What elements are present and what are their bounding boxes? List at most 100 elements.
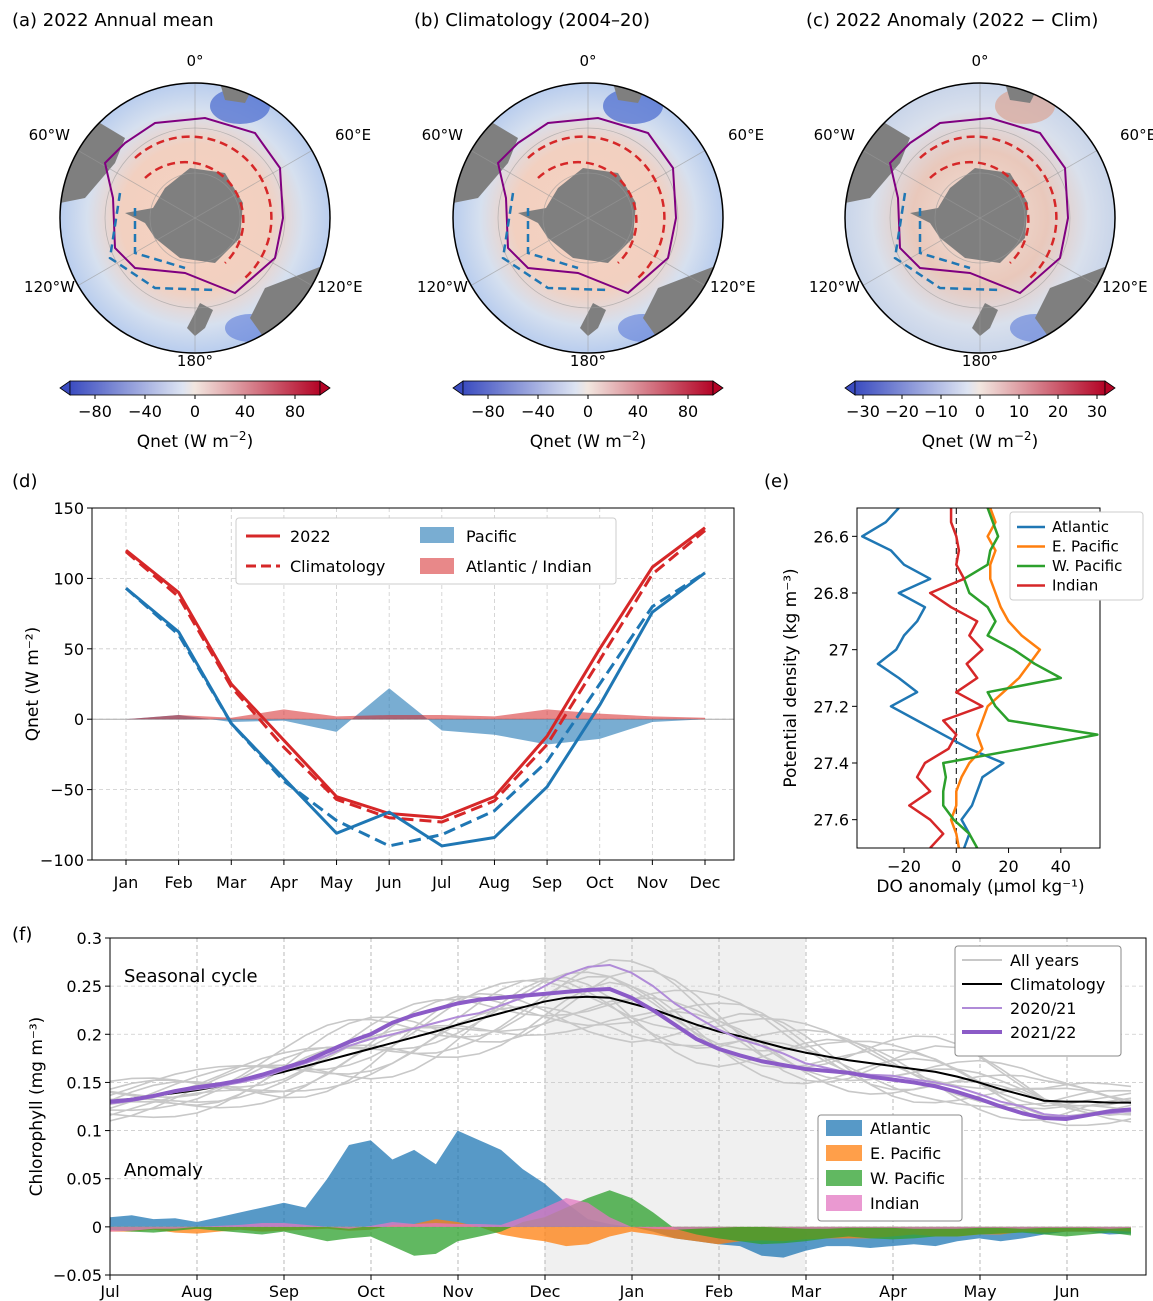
- lon-label: 180°: [570, 352, 606, 370]
- y-tick-label: 0.3: [77, 929, 102, 948]
- colorbar-tick-label: 80: [285, 402, 305, 421]
- x-tick-label: Nov: [442, 1282, 473, 1301]
- map-body: [60, 83, 330, 353]
- lon-label: 0°: [579, 52, 596, 70]
- colorbar-extend-low: [59, 380, 71, 396]
- y-tick-label: 0: [74, 710, 84, 729]
- lon-label: 60°E: [1120, 126, 1153, 144]
- colorbar-tick-label: 0: [190, 402, 200, 421]
- front-contour: [103, 116, 285, 295]
- colorbar-tick-label: −40: [128, 402, 162, 421]
- panel-d-label: (d): [12, 471, 37, 492]
- lon-label: 120°W: [417, 278, 468, 296]
- legend-box: [954, 945, 1122, 1057]
- map-c: 0° 60°E 120°E 180° 120°W 60°W: [809, 52, 1153, 370]
- x-tick-label: Oct: [357, 1282, 385, 1301]
- all-years-line: [110, 1010, 1132, 1123]
- lon-label: 120°E: [317, 278, 363, 296]
- colorbar-tick-label: −10: [924, 402, 958, 421]
- series-line-0: [125, 526, 706, 820]
- colorbar-tick-label: −30: [846, 402, 880, 421]
- colorbar-extend-high: [712, 380, 724, 396]
- y-tick-label: 50: [64, 640, 84, 659]
- series-climatology: [110, 995, 1131, 1104]
- legend-swatch: [826, 1170, 862, 1186]
- colorbar-label: Qnet (W m−2): [530, 429, 646, 452]
- legend-box: [1009, 511, 1144, 601]
- legend-label: Pacific: [466, 527, 517, 546]
- graticule-meridian: [587, 150, 706, 219]
- panel-f-label: (f): [12, 924, 32, 945]
- legend-swatch: [420, 527, 454, 543]
- y-tick-label: 27.6: [813, 811, 849, 830]
- region-pacific: [108, 192, 216, 292]
- y-tick-label: 27: [829, 641, 849, 660]
- panel-b-title: (b) Climatology (2004–20): [414, 10, 650, 31]
- x-axis-label: DO anomaly (μmol kg⁻¹): [876, 877, 1084, 897]
- legend-label: 2022: [290, 527, 331, 546]
- plot-content: [860, 508, 1099, 848]
- colorbar-tick-label: 10: [1009, 402, 1029, 421]
- legend-swatch: [826, 1145, 862, 1161]
- legend-label: All years: [1010, 951, 1079, 970]
- x-tick-label: 0: [951, 857, 961, 876]
- plot-content: [92, 526, 734, 848]
- land-south-america: [845, 123, 910, 203]
- x-tick-label: Dec: [530, 1282, 561, 1301]
- lon-label: 60°W: [422, 126, 464, 144]
- y-tick-label: 27.2: [813, 697, 849, 716]
- graticule-meridian: [979, 217, 1098, 286]
- land-new-zealand: [580, 303, 606, 336]
- colorbar-b: −80 −40 0 40 80 Qnet (W m−2): [452, 380, 724, 452]
- x-tick-label: −20: [887, 857, 921, 876]
- colorbar-tick-label: −20: [885, 402, 919, 421]
- y-tick-label: −0.05: [53, 1266, 102, 1285]
- colorbar-tick-label: 20: [1048, 402, 1068, 421]
- colorbar-tick-label: 0: [975, 402, 985, 421]
- colorbar-extend-high: [1104, 380, 1116, 396]
- legend-label: Atlantic / Indian: [466, 557, 592, 576]
- map-boundary: [452, 82, 724, 354]
- panel-d-chart: −100 −50 0 50 100 150 Jan Feb Mar Apr May Jun Jul Aug…: [23, 499, 735, 892]
- panel-e-chart: 26.6 26.8 27 27.2 27.4 27.6 −20 0 20 40 Potential …: [781, 507, 1144, 897]
- colorbar-extend-low: [452, 380, 464, 396]
- colorbar-c: −30 −20 −10 0 10 20 30 Qnet (W m−2): [844, 380, 1116, 452]
- x-tick-label: Sep: [269, 1282, 299, 1301]
- x-tick-label: Nov: [637, 873, 668, 892]
- colorbar-extend-high: [319, 380, 331, 396]
- colorbar-tick-label: 0: [583, 402, 593, 421]
- colorbar-label: Qnet (W m−2): [922, 429, 1038, 452]
- legend-swatch: [826, 1120, 862, 1136]
- lon-label: 60°E: [335, 126, 371, 144]
- lon-label: 120°W: [809, 278, 860, 296]
- map-a: 0° 60°E 120°E 180° 120°W 60°W: [24, 52, 371, 370]
- x-tick-label: Apr: [879, 1282, 907, 1301]
- seasonal-cycle-label: Seasonal cycle: [124, 966, 258, 987]
- colorbar-extend-low: [844, 380, 856, 396]
- legend-label: Climatology: [290, 557, 385, 576]
- region-pacific: [893, 192, 1001, 292]
- map-body: [845, 83, 1115, 353]
- x-tick-label: Aug: [479, 873, 510, 892]
- lon-label: 60°W: [29, 126, 71, 144]
- x-tick-label: Feb: [705, 1282, 733, 1301]
- lon-label: 0°: [971, 52, 988, 70]
- series-line-3: [125, 571, 706, 848]
- x-tick-label: 20: [998, 857, 1018, 876]
- anomaly-e-pacific: [110, 1219, 1131, 1247]
- legend-label: Indian: [870, 1194, 919, 1213]
- graticule-meridian: [470, 217, 589, 286]
- legend-label: Indian: [1052, 577, 1098, 595]
- legend-fills: Atlantic E. Pacific W. Pacific Indian: [817, 1114, 963, 1222]
- colorbar-tick-label: −40: [521, 402, 555, 421]
- graticule-meridian: [587, 217, 706, 286]
- y-tick-label: 100: [53, 569, 84, 588]
- x-tick-label: Jan: [113, 873, 139, 892]
- x-tick-label: Jan: [619, 1282, 645, 1301]
- lon-label: 60°E: [728, 126, 764, 144]
- graticule-meridian: [862, 150, 981, 219]
- colorbar-tick-label: −80: [471, 402, 505, 421]
- land-south-america: [453, 123, 518, 203]
- map-body: [453, 83, 723, 353]
